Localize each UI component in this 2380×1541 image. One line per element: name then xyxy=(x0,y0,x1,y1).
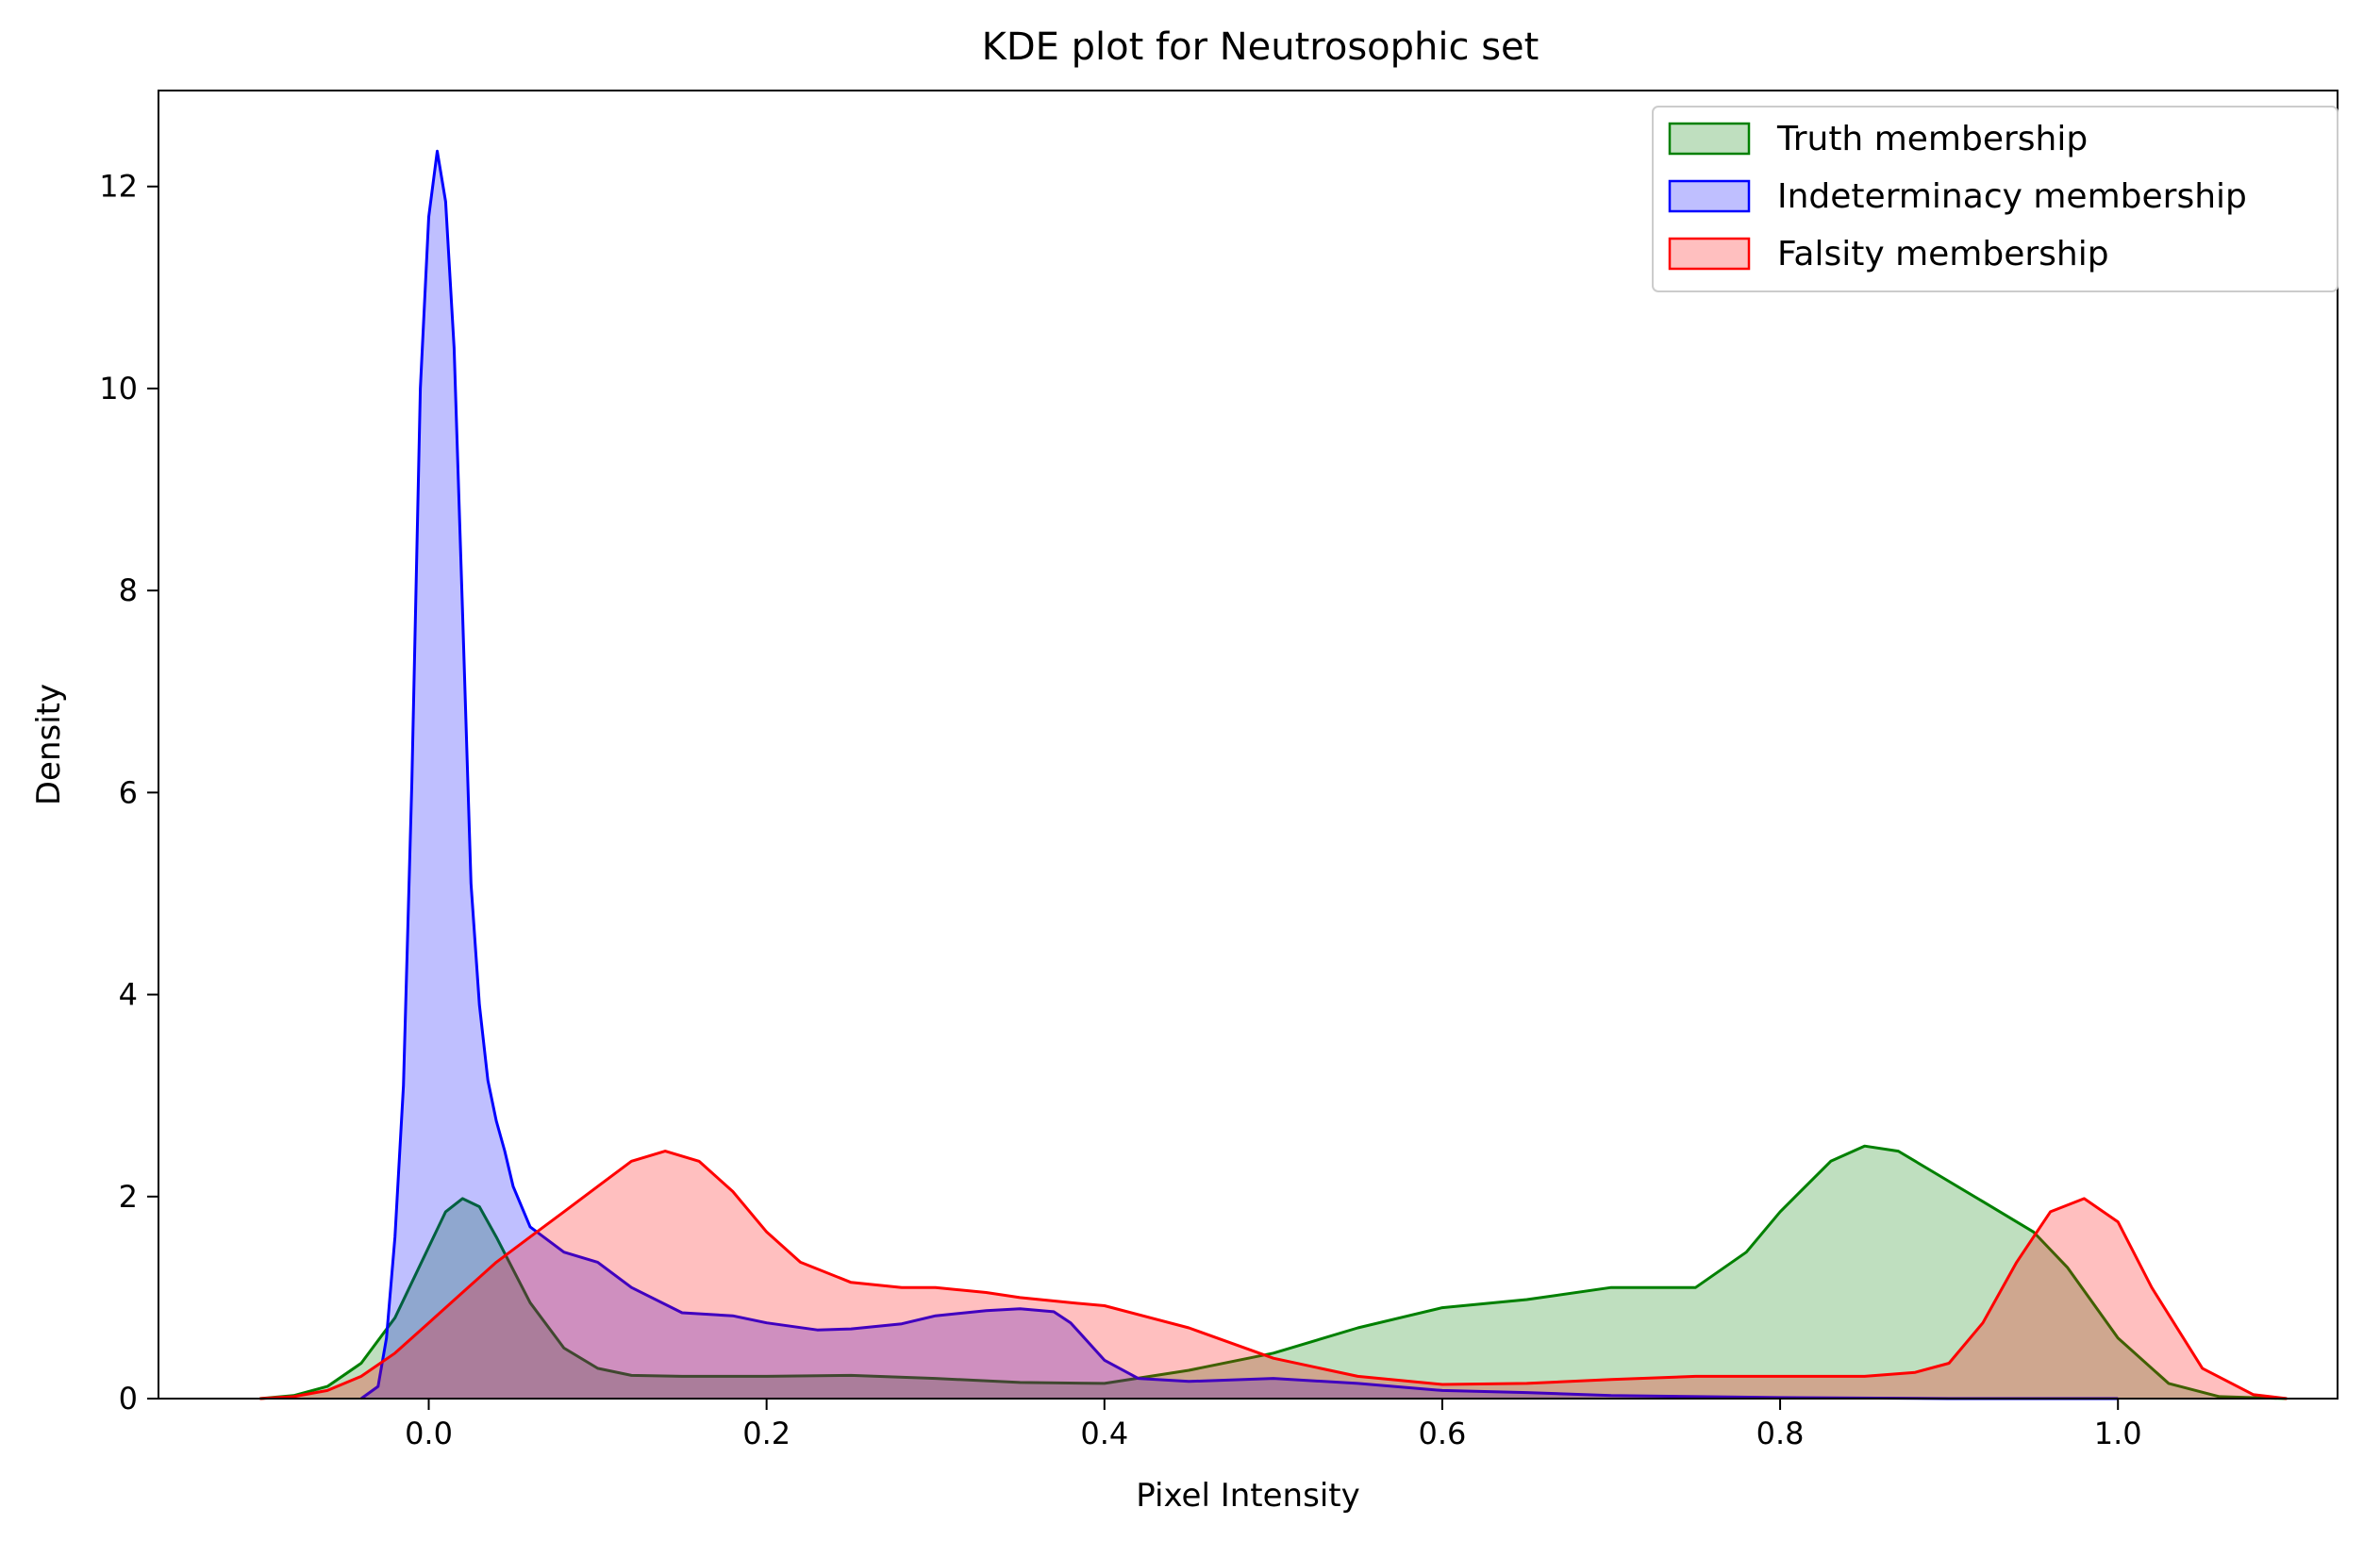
y-tick-label: 2 xyxy=(119,1179,138,1215)
legend-swatch-2 xyxy=(1668,237,1751,271)
x-tick-label: 1.0 xyxy=(2094,1416,2142,1451)
series-line-2 xyxy=(259,1150,2288,1400)
legend: Truth membership Indeterminacy membership… xyxy=(1652,106,2338,292)
x-tick-label: 0.8 xyxy=(1756,1416,1805,1451)
y-axis-label: Density xyxy=(30,684,68,805)
x-tick-label: 0.4 xyxy=(1080,1416,1128,1451)
plot-frame xyxy=(158,90,2338,1400)
plot-area xyxy=(259,149,2288,1400)
series-line-0 xyxy=(259,1144,2288,1400)
x-axis: 0.0 0.2 0.4 0.6 0.8 1.0 xyxy=(405,1399,2142,1451)
chart-title: KDE plot for Neutrosophic set xyxy=(982,25,1540,69)
legend-swatch-0 xyxy=(1668,122,1751,156)
x-tick-label: 0.6 xyxy=(1418,1416,1466,1451)
y-tick-label: 0 xyxy=(119,1381,138,1417)
x-tick-label: 0.0 xyxy=(405,1416,453,1451)
series-line-1 xyxy=(360,149,2119,1400)
y-tick-label: 6 xyxy=(119,774,138,810)
x-axis-label: Pixel Intensity xyxy=(1136,1477,1359,1515)
y-tick-label: 8 xyxy=(119,572,138,608)
legend-label-1: Indeterminacy membership xyxy=(1777,177,2247,216)
legend-label-0: Truth membership xyxy=(1776,120,2088,158)
legend-box xyxy=(1652,106,2338,292)
x-tick-label: 0.2 xyxy=(742,1416,791,1451)
series-area-0 xyxy=(259,1146,2288,1399)
y-tick-label: 10 xyxy=(99,371,138,406)
y-axis: 0 2 4 6 8 10 12 xyxy=(99,169,158,1417)
y-tick-label: 12 xyxy=(99,169,138,205)
y-tick-label: 4 xyxy=(119,977,138,1013)
series-area-1 xyxy=(360,151,2119,1399)
legend-swatch-1 xyxy=(1668,179,1751,213)
series-area-2 xyxy=(259,1151,2288,1399)
legend-label-2: Falsity membership xyxy=(1777,235,2109,273)
